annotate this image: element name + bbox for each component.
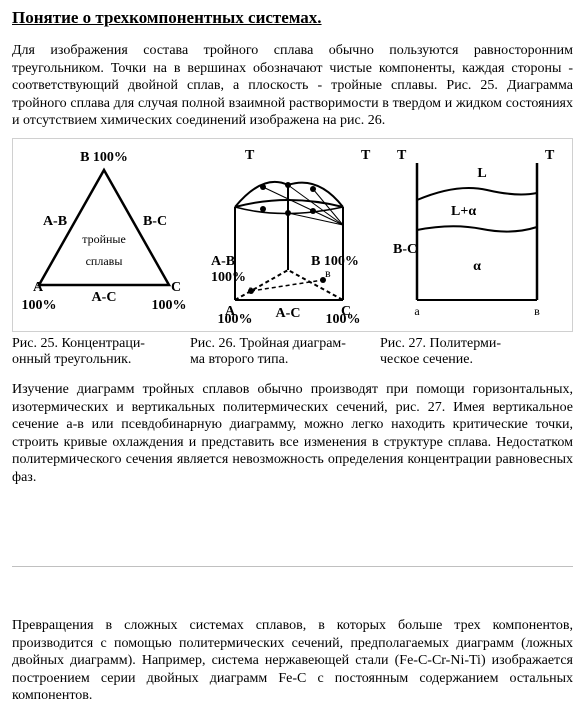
paragraph-3: Превращения в сложных системах сплавов, … — [12, 617, 573, 705]
fig26-T2: T — [361, 148, 371, 163]
fig26-line — [263, 187, 343, 225]
fig25-br: 100% — [152, 298, 187, 313]
fig27-L: L — [477, 166, 486, 181]
fig27-alpha: α — [473, 259, 481, 274]
fig25-inner1: тройные — [82, 232, 126, 246]
page-divider — [12, 566, 573, 567]
fig26-100-3: 100% — [326, 312, 361, 325]
fig26-b: в — [325, 266, 331, 280]
fig25-bl: 100% — [22, 298, 57, 313]
fig26-100-1: 100% — [211, 270, 246, 285]
fig27-liquidus — [417, 187, 537, 199]
fig25-top-label: B 100% — [80, 150, 128, 165]
fig25-ab: A-B — [43, 214, 67, 229]
fig27-svg: T T L L+α B-C α a в — [387, 145, 562, 325]
caption-25-line1: Рис. 25. Концентраци- — [12, 336, 145, 351]
dot-icon — [285, 182, 291, 188]
caption-25-line2: онный треугольник. — [12, 352, 131, 367]
fig27-BC: B-C — [393, 242, 417, 257]
caption-26-line1: Рис. 26. Тройная диаграм- — [190, 336, 346, 351]
caption-25: Рис. 25. Концентраци- онный треугольник. — [12, 336, 190, 370]
paragraph-2: Изучение диаграмм тройных сплавов обычно… — [12, 381, 573, 486]
fig26-T1: T — [245, 148, 255, 163]
dot-icon — [260, 206, 266, 212]
dot-icon — [260, 184, 266, 190]
figure-26: T T — [193, 145, 383, 325]
fig27-b: в — [534, 304, 540, 318]
fig25-bc: B-C — [143, 214, 167, 229]
dot-icon — [285, 210, 291, 216]
caption-27: Рис. 27. Политерми- ческое сечение. — [380, 336, 550, 370]
fig27-T1: T — [397, 148, 407, 163]
dot-icon — [310, 208, 316, 214]
fig25-inner2: сплавы — [86, 254, 123, 268]
fig25-svg: B 100% A-B B-C тройные сплавы A C A-C 10… — [19, 145, 189, 325]
paragraph-1: Для изображения состава тройного сплава … — [12, 42, 573, 130]
fig26-AB: A-B — [211, 254, 235, 269]
figure-27: T T L L+α B-C α a в — [387, 145, 562, 325]
caption-26-line2: ма второго типа. — [190, 352, 288, 367]
figures-container: B 100% A-B B-C тройные сплавы A C A-C 10… — [12, 138, 573, 332]
caption-27-line2: ческое сечение. — [380, 352, 473, 367]
fig26-100-2: 100% — [218, 312, 253, 325]
captions-row: Рис. 25. Концентраци- онный треугольник.… — [12, 336, 573, 370]
fig27-a: a — [414, 304, 420, 318]
fig27-solidus — [417, 226, 537, 231]
fig27-La: L+α — [451, 204, 476, 219]
fig26-svg: T T — [193, 145, 383, 325]
fig26-AC: A-C — [276, 306, 301, 321]
figure-25: B 100% A-B B-C тройные сплавы A C A-C 10… — [19, 145, 189, 325]
dot-icon — [310, 186, 316, 192]
caption-26: Рис. 26. Тройная диаграм- ма второго тип… — [190, 336, 380, 370]
page-title: Понятие о трехкомпонентных системах. — [12, 8, 573, 28]
caption-27-line1: Рис. 27. Политерми- — [380, 336, 501, 351]
fig25-ac: A-C — [92, 290, 117, 305]
fig26-B: B 100% — [311, 254, 359, 269]
fig25-A: A — [33, 280, 44, 295]
fig25-C: C — [171, 280, 181, 295]
fig26-a: a — [248, 282, 254, 296]
fig27-T2: T — [545, 148, 555, 163]
